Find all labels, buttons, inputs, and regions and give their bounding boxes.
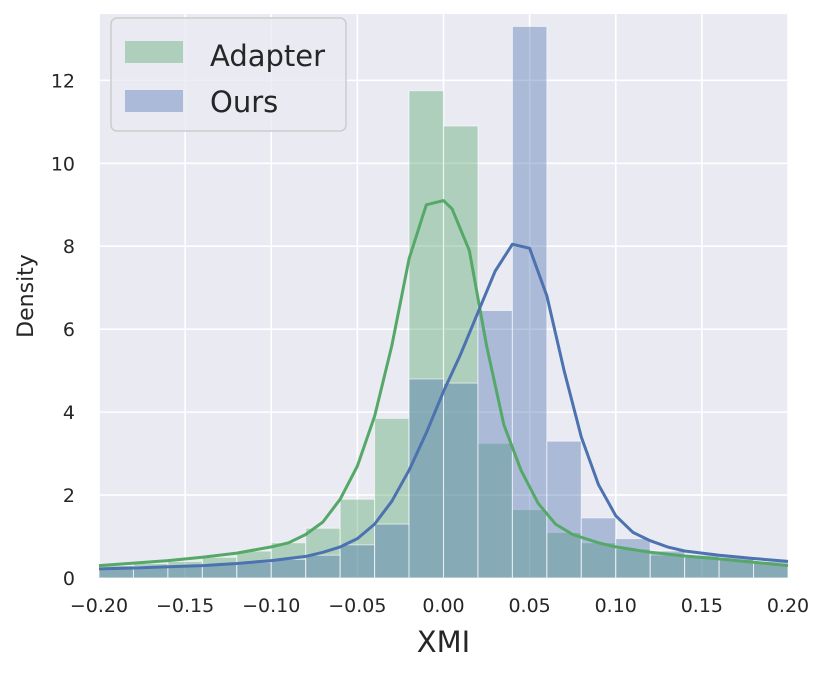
histogram-bar-ours [511, 25, 548, 579]
x-axis-label: XMI [417, 625, 470, 659]
histogram-bar-adapter [374, 417, 410, 579]
histogram-bar-ours [305, 554, 341, 579]
histogram-bar-ours [270, 558, 307, 579]
x-tick-label: 0.20 [767, 595, 809, 617]
legend-swatch-adapter [125, 41, 183, 63]
y-axis-ticks: 0 2 4 6 8 10 12 [51, 70, 75, 590]
histogram-bar-ours [236, 561, 272, 579]
y-tick-label: 12 [51, 70, 75, 92]
histogram-bar-ours [408, 378, 444, 579]
y-tick-label: 2 [63, 485, 75, 507]
y-tick-label: 10 [51, 153, 75, 175]
y-tick-label: 6 [63, 319, 75, 341]
histogram-bar-adapter [615, 548, 651, 579]
histogram-bar-ours [374, 523, 410, 579]
x-tick-label: −0.20 [70, 595, 128, 617]
histogram-bar-ours [580, 517, 617, 579]
legend-swatch-ours [125, 90, 183, 112]
histogram-bar-ours [443, 382, 479, 579]
x-tick-label: −0.05 [328, 595, 386, 617]
histogram-bar-ours [477, 310, 513, 579]
density-curves [98, 199, 789, 571]
histogram-bar-ours [339, 544, 376, 579]
x-tick-label: 0.00 [422, 595, 464, 617]
legend: Adapter Ours [110, 17, 347, 132]
legend-label-adapter: Adapter [210, 39, 325, 73]
x-tick-label: −0.15 [156, 595, 214, 617]
y-axis-label: Density [14, 254, 39, 338]
x-axis-ticks: −0.20 −0.15 −0.10 −0.05 0.00 0.05 0.10 0.15 0.20 [70, 595, 809, 617]
x-tick-label: 0.10 [595, 595, 637, 617]
histogram-bar-adapter [546, 531, 582, 579]
histogram-bar-ours [615, 538, 651, 579]
x-tick-label: 0.05 [508, 595, 550, 617]
kde-line-ours [98, 242, 789, 571]
legend-box [110, 17, 347, 132]
y-tick-label: 4 [63, 402, 75, 424]
y-tick-label: 0 [63, 568, 75, 590]
histogram-bar-ours [546, 440, 582, 579]
x-tick-label: −0.10 [242, 595, 300, 617]
legend-label-ours: Ours [210, 85, 278, 119]
kde-line-adapter [98, 199, 789, 568]
y-tick-label: 8 [63, 236, 75, 258]
x-tick-label: 0.15 [681, 595, 723, 617]
